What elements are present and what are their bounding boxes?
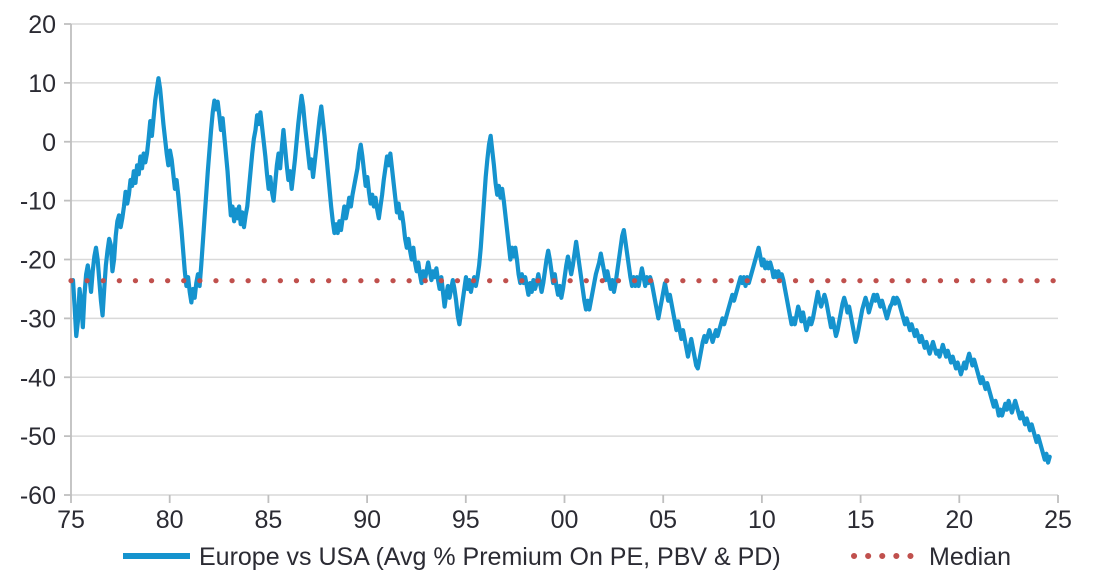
- series-line-europe-vs-usa: [70, 76, 1052, 465]
- series-lines: [68, 76, 1061, 465]
- x-axis-tick-label: 95: [452, 506, 480, 534]
- x-axis-tick-label: 20: [945, 506, 973, 534]
- y-axis-tick-label: -50: [20, 423, 56, 451]
- y-axis-tick-label: -40: [20, 364, 56, 392]
- axis-lines: [64, 23, 1059, 503]
- x-axis-tick-label: 75: [57, 506, 85, 534]
- chart-legend: Europe vs USA (Avg % Premium On PE, PBV …: [123, 543, 1011, 571]
- x-axis-tick-labels: 75 80 85 90 95 00 05 10 15 20 25: [57, 506, 1072, 534]
- y-axis-tick-label: 0: [42, 129, 56, 157]
- legend-label-median[interactable]: Median: [929, 543, 1011, 571]
- y-axis-tick-label: -10: [20, 188, 56, 216]
- x-axis-tick-label: 90: [353, 506, 381, 534]
- x-axis-tick-label: 85: [254, 506, 282, 534]
- x-axis-tick-label: 80: [156, 506, 184, 534]
- y-axis-tick-label: -30: [20, 305, 56, 333]
- legend-label-europe-vs-usa[interactable]: Europe vs USA (Avg % Premium On PE, PBV …: [199, 543, 781, 571]
- y-axis-tick-label: -60: [20, 482, 56, 510]
- x-axis-tick-label: 10: [748, 506, 776, 534]
- x-axis-tick-label: 15: [847, 506, 875, 534]
- x-axis-tick-label: 00: [551, 506, 579, 534]
- y-axis-tick-labels: 20 10 0 -10 -20 -30 -40 -50 -60: [20, 11, 56, 510]
- x-axis-tick-label: 25: [1044, 506, 1072, 534]
- y-axis-tick-label: -20: [20, 247, 56, 275]
- y-axis-tick-label: 20: [28, 11, 56, 39]
- x-axis-tick-label: 05: [649, 506, 677, 534]
- gridlines: [71, 23, 1058, 496]
- y-axis-tick-label: 10: [28, 70, 56, 98]
